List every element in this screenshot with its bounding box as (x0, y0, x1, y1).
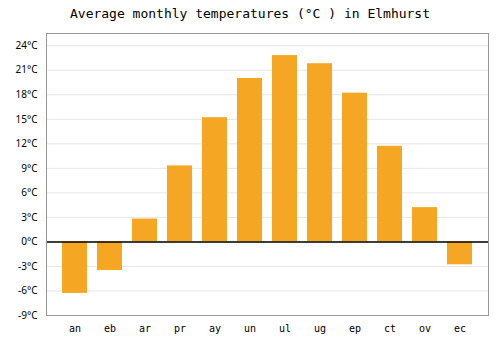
svg-text:ul: ul (279, 323, 291, 334)
svg-text:ov: ov (419, 323, 431, 334)
svg-text:12°C: 12°C (15, 136, 38, 150)
svg-text:ct: ct (384, 323, 396, 334)
svg-text:ug: ug (314, 323, 326, 334)
svg-text:-9°C: -9°C (18, 308, 38, 322)
svg-text:ar: ar (139, 323, 151, 334)
svg-text:-3°C: -3°C (18, 259, 38, 273)
svg-text:15°C: 15°C (15, 112, 38, 126)
html-text:Average monthly temperatures (: Average monthly temperatures (°C ) in El… (70, 6, 430, 21)
svg-text:an: an (69, 323, 81, 334)
svg-text:eb: eb (104, 323, 116, 334)
svg-text:21°C: 21°C (15, 62, 38, 76)
svg-text:ay: ay (209, 323, 221, 334)
svg-text:un: un (244, 323, 256, 334)
svg-text:ec: ec (454, 323, 466, 334)
svg-text:9°C: 9°C (21, 161, 38, 175)
svg-text:6°C: 6°C (21, 185, 38, 199)
svg-text:0°C: 0°C (21, 234, 38, 248)
svg-text:ep: ep (349, 323, 361, 334)
svg-text:-6°C: -6°C (18, 283, 38, 297)
svg-text:pr: pr (174, 323, 186, 334)
svg-text:24°C: 24°C (15, 38, 38, 52)
svg-text:18°C: 18°C (15, 87, 38, 101)
svg-text:3°C: 3°C (21, 210, 38, 224)
